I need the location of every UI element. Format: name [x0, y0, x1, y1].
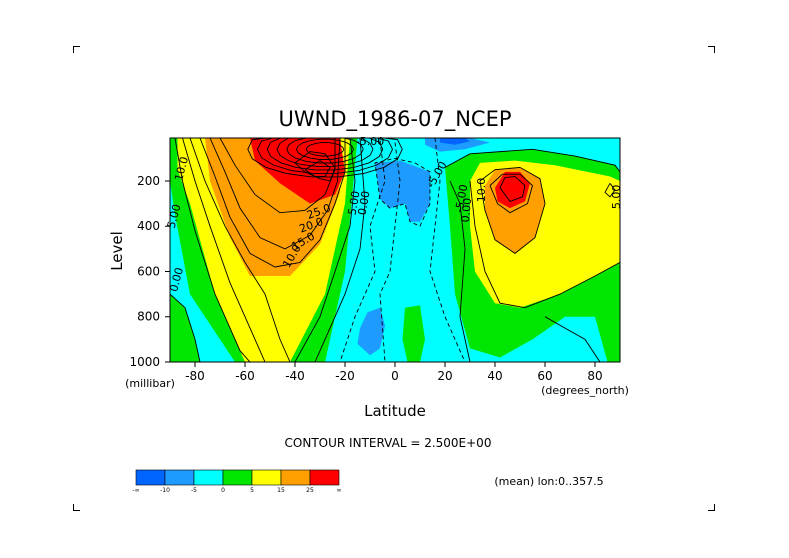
contour-line — [604, 183, 616, 198]
contour-line — [449, 180, 471, 362]
contour-line — [489, 173, 534, 214]
y-tick-label: 1000 — [129, 355, 160, 369]
contour-label: 0.00 — [459, 197, 474, 223]
contour-line — [219, 138, 336, 214]
x-tick-label: 60 — [537, 369, 552, 383]
region-easterly-lower — [357, 307, 385, 356]
contour-lines — [170, 138, 620, 362]
colorbar-label: 5 — [250, 487, 254, 494]
colorbar-label: -5 — [191, 487, 197, 494]
y-axis: 200 400 600 800 1000 — [129, 174, 170, 369]
contour-line — [379, 142, 401, 362]
contour-label: 0.00 — [167, 266, 186, 293]
colorbar-swatch — [309, 469, 340, 486]
contour-line — [544, 316, 601, 362]
corner-mark-bottom-right — [708, 504, 715, 511]
y-tick-label: 600 — [137, 264, 160, 278]
corner-mark-top-right — [708, 46, 715, 53]
contour-line — [479, 166, 546, 254]
contour-line — [174, 138, 251, 362]
contour-label: -5.00 — [453, 183, 471, 213]
contour-label: 5.00 — [165, 203, 184, 230]
colorbar-label: 25 — [306, 487, 314, 494]
x-tick-label: 0 — [391, 369, 399, 383]
contour-line — [305, 142, 345, 157]
colorbar: -∞ -10 -5 0 5 15 25 ∞ — [132, 469, 342, 494]
mean-lon-footnote: (mean) lon:0..357.5 — [494, 475, 603, 488]
contour-line — [499, 176, 526, 202]
colorbar-label: 15 — [277, 487, 285, 494]
contour-line — [295, 138, 354, 160]
contour-line — [266, 138, 384, 171]
contour-interval-text: CONTOUR INTERVAL = 2.500E+00 — [285, 436, 492, 450]
region-westerly-polar — [170, 294, 200, 362]
contour-line — [199, 138, 346, 268]
plot-area — [170, 138, 620, 362]
corner-mark-bottom-left — [73, 504, 80, 511]
x-axis: -80 -60 -40 -20 0 20 40 60 80 — [185, 362, 603, 383]
region-easterly-core — [440, 138, 470, 145]
contour-line — [429, 138, 466, 362]
contour-label: 10.0 — [475, 178, 488, 203]
contour-line — [339, 140, 386, 362]
x-tick-label: -40 — [285, 369, 305, 383]
x-axis-units: (degrees_north) — [541, 384, 629, 397]
y-tick-label: 400 — [137, 219, 160, 233]
x-tick-label: 20 — [437, 369, 452, 383]
x-tick-label: -60 — [235, 369, 255, 383]
colorbar-swatch — [164, 469, 195, 486]
chart-title: UWND_1986-07_NCEP — [278, 107, 511, 132]
contour-label: -5.00 — [356, 135, 384, 148]
y-axis-units: (millibar) — [125, 377, 175, 390]
colorbar-swatch — [222, 469, 253, 486]
contour-line — [256, 138, 393, 174]
colorbar-label: 0 — [221, 487, 225, 494]
colorbar-label: -∞ — [132, 487, 139, 494]
contour-line — [170, 293, 201, 362]
x-tick-label: 40 — [487, 369, 502, 383]
y-tick-label: 200 — [137, 174, 160, 188]
colorbar-swatch — [193, 469, 224, 486]
colorbar-swatch — [135, 469, 166, 486]
colorbar-swatch — [251, 469, 282, 486]
contour-label: 5.00 — [346, 190, 363, 216]
colorbar-label: ∞ — [337, 487, 342, 494]
contour-line — [286, 138, 364, 164]
contour-line — [209, 138, 341, 250]
contour-line — [314, 138, 366, 362]
contour-line — [304, 160, 331, 177]
contour-line — [189, 138, 291, 362]
y-tick-label: 800 — [137, 310, 160, 324]
x-tick-label: -20 — [335, 369, 355, 383]
contour-line — [469, 180, 620, 309]
y-axis-label: Level — [108, 231, 126, 271]
region-westerly-eq-surface — [402, 305, 425, 362]
contour-line — [247, 138, 403, 178]
x-axis-label: Latitude — [364, 402, 426, 420]
contour-label: 10.0 — [172, 155, 191, 182]
contour-label: 0.00 — [356, 190, 373, 216]
region-westerly-25plus-sh — [250, 138, 345, 204]
contour-label: 5.00 — [610, 185, 623, 210]
x-tick-label: 80 — [587, 369, 602, 383]
x-tick-label: -80 — [185, 369, 205, 383]
corner-mark-top-left — [73, 46, 80, 53]
colorbar-label: -10 — [160, 487, 170, 494]
contour-line — [444, 148, 620, 173]
contour-line — [182, 138, 266, 362]
contour-line — [294, 138, 356, 362]
colorbar-swatch — [280, 469, 311, 486]
contour-line — [276, 138, 374, 167]
